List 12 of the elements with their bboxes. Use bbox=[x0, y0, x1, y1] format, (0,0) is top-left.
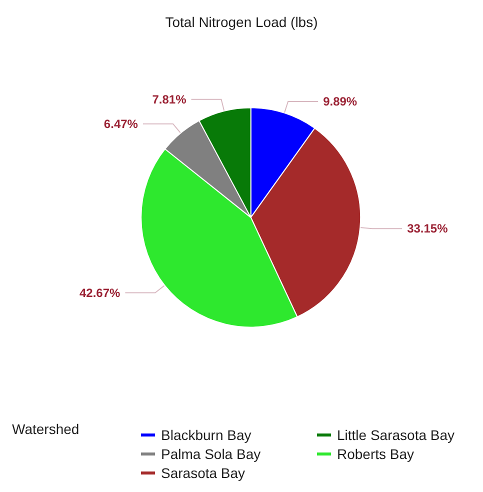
legend-label: Little Sarasota Bay bbox=[337, 427, 455, 443]
legend-label: Sarasota Bay bbox=[161, 465, 246, 481]
data-label: 42.67% bbox=[80, 286, 121, 300]
legend-label: Palma Sola Bay bbox=[161, 446, 261, 462]
data-label: 6.47% bbox=[104, 116, 138, 131]
legend-label: Blackburn Bay bbox=[161, 427, 252, 443]
chart-title: Total Nitrogen Load (lbs) bbox=[165, 14, 318, 30]
legend-title: Watershed bbox=[12, 421, 80, 437]
data-label: 7.81% bbox=[152, 92, 187, 106]
data-label: 9.89% bbox=[323, 94, 358, 109]
legend-label: Roberts Bay bbox=[337, 446, 414, 462]
data-label: 33.15% bbox=[407, 222, 448, 236]
